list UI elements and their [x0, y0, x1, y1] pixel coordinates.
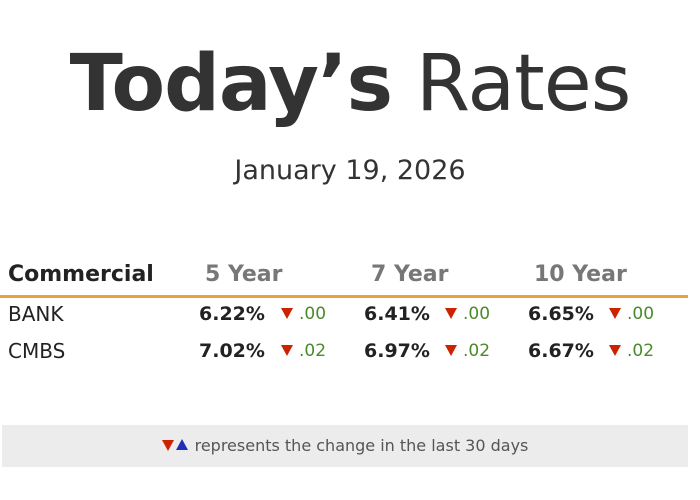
rates-date: January 19, 2026 — [234, 155, 466, 186]
row-label-cmbs: CMBS — [8, 339, 66, 363]
triangle-down-icon — [281, 307, 293, 319]
title-bold: Today’s — [69, 39, 393, 129]
rate-value: 6.67% — [528, 340, 594, 362]
rate-value: 6.97% — [364, 340, 430, 362]
triangle-down-icon — [609, 344, 621, 356]
column-header-7-year: 7 Year — [371, 262, 449, 287]
change-value: .02 — [463, 341, 491, 361]
change-value: .02 — [299, 341, 327, 361]
rate-value: 6.22% — [199, 303, 265, 325]
row-label-bank: BANK — [8, 302, 64, 326]
legend-text: represents the change in the last 30 day… — [194, 436, 529, 455]
page-title: Today’s Rates — [0, 34, 700, 134]
triangle-up-icon — [175, 439, 188, 450]
table-header: Commercial 5 Year 7 Year 10 Year — [0, 258, 700, 292]
table-row: CMBS 7.02% .02 6.97% .02 6.67% .02 — [0, 334, 700, 368]
rate-change: .00 — [609, 297, 654, 331]
rate-change: .02 — [445, 334, 490, 368]
rate-value: 6.41% — [364, 303, 430, 325]
rate-change: .00 — [445, 297, 490, 331]
change-value: .02 — [627, 341, 655, 361]
table-row: BANK 6.22% .00 6.41% .00 6.65% .00 — [0, 297, 700, 331]
triangle-down-icon — [445, 344, 457, 356]
triangle-down-icon — [445, 307, 457, 319]
column-header-commercial: Commercial — [8, 262, 154, 287]
rate-value: 7.02% — [199, 340, 265, 362]
column-header-5-year: 5 Year — [205, 262, 283, 287]
rate-change: .02 — [281, 334, 326, 368]
rate-change: .00 — [281, 297, 326, 331]
title-light: Rates — [415, 39, 631, 129]
rate-value: 6.65% — [528, 303, 594, 325]
rate-change: .02 — [609, 334, 654, 368]
change-value: .00 — [463, 304, 491, 324]
triangle-down-icon — [609, 307, 621, 319]
legend-box: represents the change in the last 30 day… — [2, 425, 688, 467]
header-divider — [0, 295, 688, 298]
change-value: .00 — [627, 304, 655, 324]
triangle-down-icon — [281, 344, 293, 356]
triangle-down-icon — [161, 440, 174, 451]
change-value: .00 — [299, 304, 327, 324]
column-header-10-year: 10 Year — [534, 262, 627, 287]
